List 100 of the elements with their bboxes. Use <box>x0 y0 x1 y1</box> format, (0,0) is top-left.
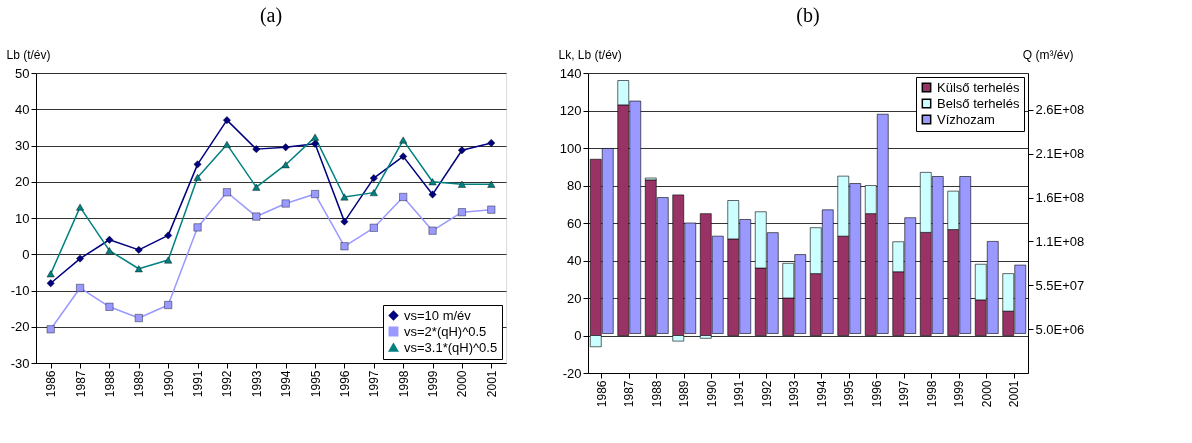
point <box>281 161 290 169</box>
x-tick-label: 1995 <box>308 370 323 398</box>
point <box>193 223 202 232</box>
point <box>134 245 143 254</box>
y2-tick-label: 2.1E+08 <box>1035 146 1085 162</box>
x-tick-label: 2000 <box>455 370 470 398</box>
y-tick-label: 40 <box>567 253 582 268</box>
point <box>458 180 466 188</box>
legend-label: Vízhozam <box>937 111 995 127</box>
point <box>340 217 349 226</box>
point <box>105 235 114 244</box>
x-tick-label: 1991 <box>732 380 747 408</box>
point <box>428 226 437 235</box>
y-tick-label: 10 <box>15 210 30 226</box>
point <box>252 145 261 154</box>
legend-label: vs=2*(qH)^0.5 <box>404 323 487 339</box>
y-tick-label: 20 <box>567 290 582 306</box>
point <box>340 193 349 201</box>
x-tick-label: 1990 <box>161 370 176 398</box>
x-tick-label: 1994 <box>814 380 829 408</box>
y2-tick-label: 2.6E+08 <box>1035 102 1085 118</box>
y-tick-label: -20 <box>10 319 30 335</box>
x-tick-label: 1997 <box>367 370 382 398</box>
chart-title: (a) <box>259 4 283 27</box>
x-tick-label: 1996 <box>337 370 352 398</box>
x-tick-label: 1996 <box>869 380 884 408</box>
point <box>134 314 143 322</box>
chart-title: (b) <box>796 4 820 27</box>
point <box>487 205 496 214</box>
y-tick-label: 0 <box>22 246 30 262</box>
point <box>46 325 55 334</box>
x-tick-label: 1998 <box>924 380 939 408</box>
x-tick-label: 1991 <box>191 370 206 398</box>
point <box>399 152 408 161</box>
legend-label: Belső terhelés <box>937 95 1020 111</box>
y-tick-label: -10 <box>10 283 30 298</box>
y2-tick-label: 5.5E+07 <box>1035 277 1085 293</box>
x-tick-label: 1995 <box>842 380 857 408</box>
point <box>252 183 261 191</box>
point <box>164 231 173 240</box>
y-tick-label: -20 <box>562 365 582 381</box>
point <box>76 203 84 211</box>
x-tick-label: 1999 <box>952 380 967 408</box>
legend-label: Külső terhelés <box>937 79 1020 95</box>
y-tick-label: 20 <box>15 174 30 190</box>
point <box>76 254 84 263</box>
legend-label: vs=3.1*(qH)^0.5 <box>404 339 498 355</box>
x-tick-label: 1987 <box>73 370 88 398</box>
y-axis-title: Lk, Lb (t/év) <box>558 47 622 62</box>
y-tick-label: 40 <box>15 101 30 117</box>
point <box>46 270 55 278</box>
x-tick-label: 1998 <box>396 370 411 398</box>
point <box>487 139 496 147</box>
y-tick-label: 50 <box>15 65 30 81</box>
point <box>369 223 378 232</box>
point <box>46 279 55 288</box>
y-tick-label: 100 <box>559 140 582 156</box>
x-tick-label: 2001 <box>1007 380 1022 408</box>
x-tick-label: 1997 <box>897 380 912 408</box>
point <box>223 188 231 197</box>
point <box>134 265 143 273</box>
x-tick-label: 1992 <box>220 370 235 398</box>
y-tick-label: 80 <box>567 178 582 193</box>
point <box>193 160 202 169</box>
y2-tick-label: 1.1E+08 <box>1035 233 1085 249</box>
point <box>105 302 114 311</box>
x-tick-label: 1987 <box>622 380 637 408</box>
x-tick-label: 1990 <box>704 380 719 408</box>
y2-axis-title: Q (m³/év) <box>1022 47 1074 62</box>
point <box>105 247 114 255</box>
y-tick-label: 60 <box>567 215 582 231</box>
x-tick-label: 1986 <box>44 370 59 398</box>
y-tick-label: 0 <box>574 328 582 343</box>
point <box>369 189 378 197</box>
point <box>76 284 84 292</box>
point <box>281 143 290 152</box>
point <box>311 139 319 148</box>
x-tick-label: 1988 <box>649 380 664 408</box>
x-tick-label: 2000 <box>979 380 994 408</box>
point <box>193 173 202 181</box>
point <box>428 190 437 199</box>
point <box>223 116 231 125</box>
x-tick-label: 1992 <box>759 380 774 408</box>
x-tick-label: 1993 <box>787 380 802 408</box>
point <box>281 199 290 208</box>
x-tick-label: 1999 <box>426 370 441 398</box>
y-tick-label: 120 <box>559 103 582 118</box>
point <box>369 174 378 183</box>
point <box>428 178 437 186</box>
y-tick-label: -30 <box>10 355 30 371</box>
x-tick-label: 1988 <box>102 370 117 398</box>
point <box>399 193 408 201</box>
point <box>252 212 261 221</box>
point <box>458 146 466 155</box>
x-tick-label: 1989 <box>677 380 692 408</box>
point <box>164 301 173 309</box>
point <box>399 136 408 144</box>
point <box>340 242 349 251</box>
point <box>311 133 319 141</box>
y2-tick-label: 5.0E+06 <box>1035 321 1085 337</box>
